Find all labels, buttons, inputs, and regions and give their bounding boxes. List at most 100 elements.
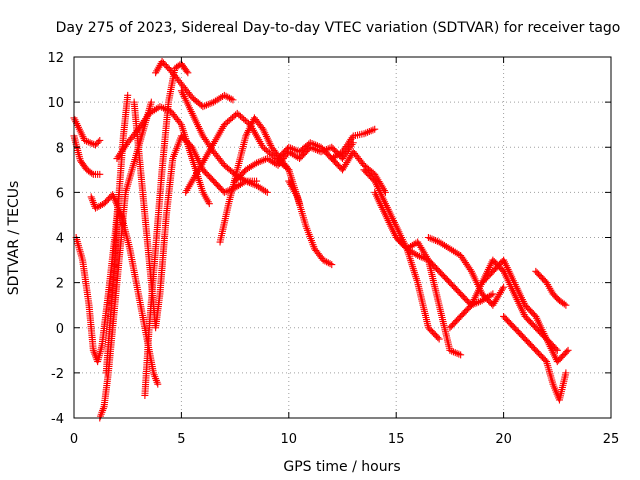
data-point — [459, 255, 467, 263]
x-tick-label: 10 — [281, 432, 298, 447]
x-tick-labels: 0 5 10 15 20 25 — [70, 432, 619, 447]
series-sat-x — [500, 312, 570, 404]
data-point — [121, 142, 129, 150]
y-tick-labels: -4 -2 0 2 4 6 8 10 12 — [47, 51, 64, 427]
data-point — [340, 146, 348, 154]
data-point — [464, 262, 472, 270]
data-point — [328, 261, 336, 269]
data-point — [142, 115, 150, 123]
data-point — [124, 91, 132, 99]
axis-ticks — [73, 56, 612, 419]
y-tick-label: 2 — [56, 277, 64, 292]
data-point — [290, 186, 298, 194]
data-point — [154, 380, 162, 388]
series-sat-d — [87, 191, 162, 388]
data-point — [291, 189, 299, 197]
data-point — [434, 334, 442, 342]
data-point — [200, 134, 208, 142]
data-point — [113, 155, 121, 163]
data-point — [119, 146, 127, 154]
y-tick-label: 10 — [47, 96, 64, 111]
data-point — [457, 351, 465, 359]
data-point — [344, 139, 352, 147]
data-point — [227, 95, 235, 103]
data-point — [96, 170, 104, 178]
y-tick-label: 4 — [56, 232, 64, 247]
grid — [74, 57, 611, 418]
data-point — [463, 260, 471, 268]
data-point — [205, 200, 213, 208]
data-point — [564, 346, 572, 354]
data-point — [326, 260, 334, 268]
data-point — [289, 184, 297, 192]
data-point — [287, 181, 295, 189]
series-sat-o — [274, 125, 379, 163]
series-sat-p — [285, 177, 336, 269]
data-point — [115, 151, 123, 159]
data-point — [147, 98, 155, 106]
data-point — [284, 164, 292, 172]
data-point — [562, 301, 570, 309]
y-tick-label: -4 — [51, 412, 64, 427]
data-point — [202, 137, 210, 145]
data-point — [88, 169, 96, 177]
data-point — [339, 148, 346, 156]
x-tick-label: 25 — [603, 432, 620, 447]
series-sat-t — [392, 234, 497, 309]
data-point — [120, 144, 128, 152]
x-axis-label: GPS time / hours — [283, 459, 400, 475]
data-point — [117, 149, 125, 157]
data-point — [371, 125, 379, 133]
data-point — [143, 113, 151, 121]
data-point — [118, 148, 126, 156]
data-point — [204, 139, 212, 147]
data-point — [229, 96, 237, 104]
y-tick-label: 0 — [56, 322, 64, 337]
data-point — [176, 119, 184, 127]
series-sat-c — [72, 188, 123, 366]
y-tick-label: 12 — [47, 51, 64, 66]
series-sat-b — [70, 132, 104, 178]
series-sat-i — [152, 58, 237, 111]
series-sat-j — [130, 98, 261, 332]
data-point — [560, 300, 568, 308]
series-sat-y — [532, 267, 570, 309]
data-point — [285, 177, 293, 185]
data-point — [340, 153, 348, 161]
x-tick-label: 20 — [495, 432, 512, 447]
data-point — [341, 144, 349, 152]
x-tick-label: 0 — [70, 432, 78, 447]
data-point — [457, 252, 465, 260]
data-point — [342, 142, 350, 150]
data-point — [562, 369, 570, 377]
data-point — [184, 69, 192, 77]
y-tick-label: -2 — [51, 367, 64, 382]
series-sat-s — [371, 188, 465, 359]
data-point — [466, 266, 474, 274]
series-sat-w — [478, 256, 572, 366]
data-point — [489, 290, 497, 298]
y-tick-label: 8 — [56, 141, 64, 156]
data-point — [465, 264, 473, 272]
data-point — [346, 137, 354, 145]
data-point — [96, 136, 104, 144]
data-point — [339, 155, 346, 163]
data-point — [199, 132, 207, 140]
data-point — [114, 153, 122, 161]
data-point — [263, 188, 271, 196]
x-tick-label: 5 — [177, 432, 185, 447]
data-point — [458, 253, 466, 261]
data-point — [292, 191, 300, 199]
data-point — [563, 348, 571, 356]
data-point — [435, 335, 443, 343]
data-point — [94, 138, 102, 146]
data-point — [288, 182, 296, 190]
data-point — [347, 135, 355, 143]
data-point — [139, 118, 147, 126]
chart-title: Day 275 of 2023, Sidereal Day-to-day VTE… — [56, 20, 621, 36]
data-point — [183, 67, 191, 75]
data-point — [500, 283, 508, 291]
data-point — [343, 141, 351, 149]
x-tick-label: 15 — [388, 432, 405, 447]
